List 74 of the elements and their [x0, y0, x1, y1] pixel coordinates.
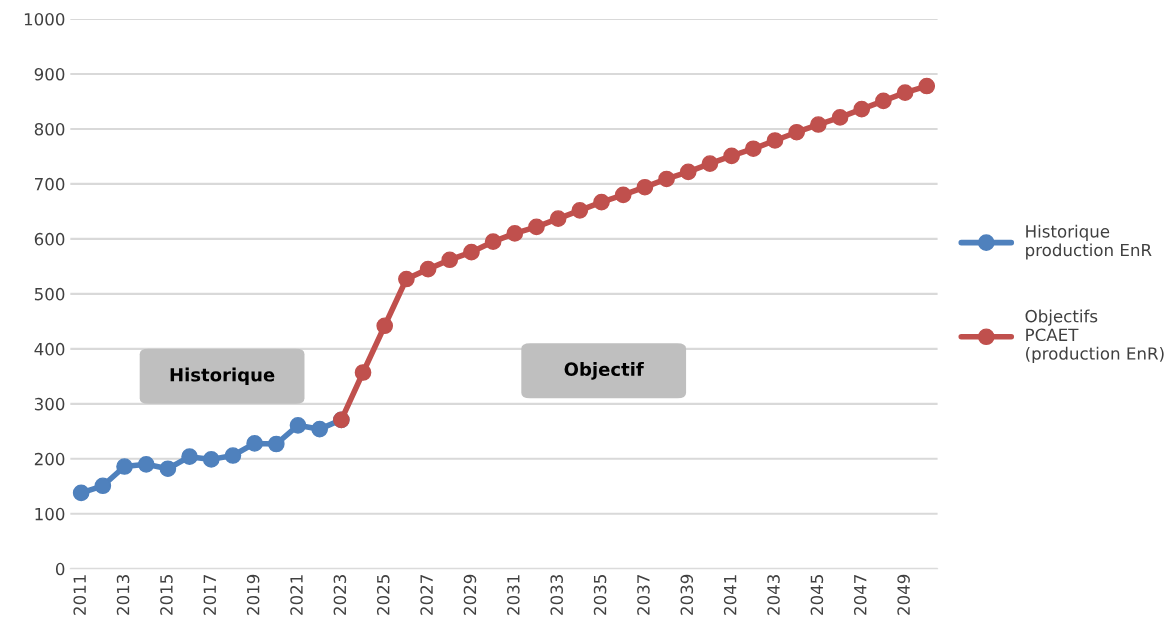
point [831, 109, 849, 126]
point [528, 218, 545, 236]
point [246, 435, 263, 452]
point [484, 233, 502, 250]
legend-label: Historique production EnR [1026, 224, 1152, 260]
x-tick-label: 2033 [550, 575, 563, 615]
point [701, 155, 719, 172]
y-tick-label: 600 [34, 232, 65, 246]
y-tick-label: 800 [34, 122, 65, 136]
y-tick-label: 100 [35, 507, 65, 521]
point [744, 140, 762, 158]
point [463, 243, 480, 261]
x-tick-label: 2045 [810, 575, 824, 615]
point [419, 260, 437, 278]
x-tick-label: 2029 [463, 574, 477, 615]
x-tick-label: 2041 [723, 575, 737, 615]
x-tick-label: 2025 [376, 575, 390, 615]
point [181, 448, 198, 465]
point [159, 460, 177, 478]
annotation: Objectif [564, 362, 644, 380]
point [896, 84, 914, 101]
point [658, 170, 675, 188]
point [853, 100, 871, 118]
point [766, 132, 784, 149]
point [723, 147, 740, 165]
point [311, 420, 328, 438]
x-tick-label: 2031 [507, 575, 520, 615]
point [354, 364, 372, 381]
point [289, 416, 307, 434]
x-tick-label: 2021 [290, 575, 303, 615]
y-tick-label: 300 [34, 397, 65, 411]
y-tick-label: 400 [34, 342, 65, 356]
point [614, 186, 632, 204]
x-tick-label: 2015 [160, 575, 173, 615]
point [376, 317, 394, 335]
point [875, 92, 892, 110]
x-tick-label: 2023 [333, 575, 347, 615]
point [94, 477, 112, 495]
y-tick-label: 900 [34, 67, 65, 81]
x-tick-label: 2017 [203, 575, 217, 615]
x-tick-label: 2039 [680, 574, 694, 615]
point [506, 225, 524, 242]
x-tick-label: 2013 [116, 575, 130, 615]
y-tick-label: 1000 [24, 12, 65, 26]
y-tick-label: 200 [34, 452, 65, 466]
point [441, 251, 459, 269]
y-tick-label: 0 [55, 562, 65, 576]
y-tick-label: 500 [34, 287, 65, 301]
point [116, 458, 133, 475]
point [679, 163, 697, 181]
x-tick-label: 2019 [246, 574, 260, 615]
point [137, 455, 155, 473]
point [810, 116, 827, 133]
point [267, 435, 285, 453]
point [549, 210, 567, 227]
x-tick-label: 2043 [767, 575, 780, 615]
x-tick-label: 2047 [853, 575, 867, 615]
point [72, 484, 90, 502]
point [224, 447, 242, 464]
x-tick-label: 2027 [420, 575, 433, 615]
x-tick-label: 2011 [73, 575, 86, 615]
point [202, 451, 220, 468]
legend-label: Objectifs PCAET (production EnR) [1025, 309, 1164, 363]
point [593, 193, 610, 211]
x-tick-label: 2049 [897, 574, 910, 615]
point [788, 123, 806, 141]
point [636, 178, 654, 196]
x-tick-label: 2037 [637, 575, 650, 615]
annotation: Historique [170, 367, 275, 386]
point [571, 201, 589, 219]
point [398, 270, 415, 288]
y-tick-label: 700 [35, 177, 65, 191]
point [918, 77, 936, 95]
x-tick-label: 2035 [593, 575, 607, 615]
